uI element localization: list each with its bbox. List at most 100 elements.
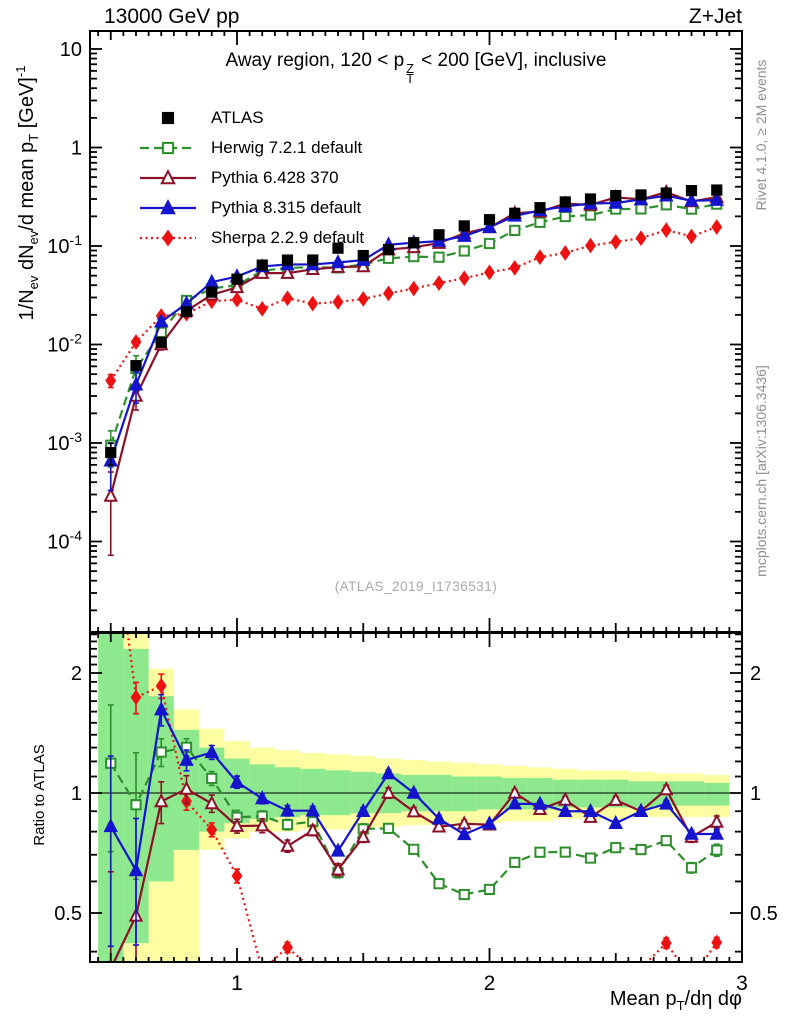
- marker-atlas: [357, 249, 369, 262]
- main-y-axis-title: 1/Nev dNev/d mean pT [GeV]-1: [13, 22, 41, 364]
- marker-pythia8: [160, 198, 176, 215]
- legend-label-sherpa: Sherpa 2.2.9 default: [211, 228, 365, 247]
- marker-atlas: [256, 259, 268, 271]
- marker-atlas: [584, 193, 597, 205]
- marker-atlas: [231, 273, 243, 285]
- marker-herwig: [130, 799, 142, 811]
- beam-energy-title: 13000 GeV pp: [104, 5, 240, 28]
- marker-herwig: [408, 843, 420, 855]
- marker-sherpa: [585, 237, 596, 254]
- legend-item-pythia8: Pythia 8.315 default: [137, 193, 364, 223]
- marker-pythia6: [709, 813, 724, 828]
- marker-atlas: [332, 242, 344, 254]
- marker-sherpa: [312, 961, 314, 962]
- ratio-y-tick-label: 2: [750, 663, 761, 685]
- marker-herwig: [509, 856, 521, 868]
- marker-pythia8: [431, 810, 447, 825]
- marker-atlas: [130, 360, 142, 372]
- marker-pythia6: [305, 822, 320, 837]
- marker-pythia8: [684, 825, 699, 840]
- marker-herwig: [281, 818, 294, 831]
- marker-atlas: [408, 237, 420, 249]
- marker-herwig: [635, 203, 647, 215]
- marker-sherpa: [586, 975, 595, 988]
- marker-pythia6: [103, 487, 118, 502]
- marker-herwig: [433, 878, 445, 890]
- band-green: [577, 779, 604, 808]
- marker-pythia6: [406, 803, 421, 818]
- mcplots-arxiv-note: mcplots.cern.ch [arXiv:1306.3436]: [753, 365, 769, 577]
- band-green: [704, 782, 730, 806]
- marker-sherpa: [611, 974, 620, 987]
- marker-atlas: [685, 185, 698, 197]
- marker-sherpa: [485, 1000, 494, 1013]
- marker-atlas: [458, 220, 470, 232]
- marker-pythia8: [684, 192, 699, 207]
- ratio-y-tick-label: 0.5: [54, 903, 82, 925]
- legend-marker-herwig: [140, 141, 196, 155]
- marker-atlas: [180, 306, 193, 318]
- legend: ATLAS Herwig 7.2.1 default Pythia 6.428 37…: [137, 103, 364, 253]
- marker-sherpa: [660, 935, 672, 951]
- marker-pythia6: [179, 780, 194, 795]
- marker-herwig: [483, 237, 496, 250]
- marker-sherpa: [458, 270, 470, 287]
- legend-item-sherpa: Sherpa 2.2.9 default: [137, 223, 364, 253]
- marker-pythia6: [280, 264, 295, 279]
- marker-pythia8: [558, 802, 573, 817]
- marker-herwig: [584, 209, 597, 221]
- marker-pythia8: [532, 795, 548, 810]
- marker-atlas: [433, 229, 445, 241]
- marker-pythia8: [204, 273, 219, 288]
- marker-sherpa: [282, 939, 293, 956]
- ratio-y-tick-label: 2: [71, 663, 82, 685]
- marker-pythia8: [330, 842, 346, 857]
- marker-pythia6: [356, 828, 371, 843]
- marker-atlas: [534, 202, 546, 214]
- marker-pythia6: [204, 795, 219, 810]
- ratio-y-tick-label: 0.5: [750, 903, 778, 925]
- marker-sherpa: [332, 294, 344, 310]
- marker-pythia8: [457, 826, 472, 841]
- marker-sherpa: [433, 275, 445, 291]
- legend-label-atlas: ATLAS: [211, 108, 264, 127]
- marker-pythia8: [305, 802, 320, 817]
- marker-pythia8: [229, 773, 245, 788]
- marker-sherpa: [711, 934, 723, 951]
- x-title-text: /dη dφ: [684, 988, 742, 1010]
- band-green: [451, 776, 477, 812]
- legend-item-atlas: ATLAS: [137, 103, 364, 133]
- marker-sherpa: [231, 868, 243, 884]
- marker-herwig: [155, 746, 167, 758]
- marker-pythia6: [659, 781, 674, 796]
- marker-atlas: [155, 336, 167, 349]
- marker-pythia6: [255, 264, 270, 279]
- marker-sherpa: [687, 972, 696, 985]
- marker-herwig: [685, 862, 698, 874]
- x-title-sub-t: T: [676, 998, 685, 1013]
- marker-sherpa: [409, 972, 418, 985]
- marker-pythia8: [154, 701, 169, 716]
- marker-atlas: [105, 446, 117, 459]
- marker-pythia8: [381, 765, 396, 780]
- marker-atlas: [206, 286, 218, 298]
- main-y-tick-label: 10-1: [47, 232, 82, 258]
- main-y-tick-label: 10-4: [47, 528, 82, 554]
- marker-pythia8: [179, 751, 194, 766]
- marker-pythia8: [406, 784, 421, 799]
- marker-herwig: [458, 888, 470, 901]
- marker-sherpa: [105, 372, 117, 389]
- marker-sherpa: [334, 1004, 343, 1017]
- y-title-text: [GeV]: [16, 77, 38, 134]
- marker-pythia8: [356, 802, 371, 817]
- marker-pythia8: [709, 825, 724, 840]
- legend-marker-atlas: [161, 111, 175, 125]
- marker-sherpa: [384, 964, 393, 977]
- marker-sherpa: [639, 960, 643, 962]
- marker-herwig: [534, 846, 546, 858]
- plot-title-post: < 200 [GeV], inclusive: [415, 50, 607, 71]
- ratio-y-tick-label: 1: [750, 783, 761, 805]
- marker-pythia6: [381, 784, 396, 799]
